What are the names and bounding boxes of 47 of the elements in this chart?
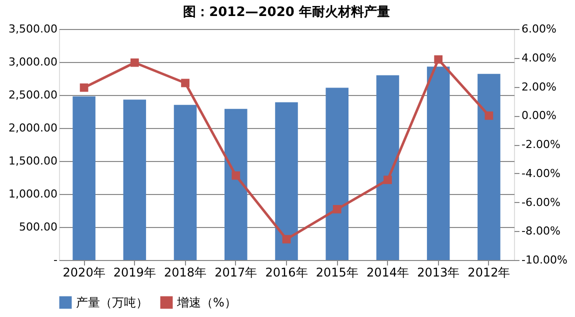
bar bbox=[224, 108, 248, 260]
y2-tick-label: -6.00% bbox=[522, 196, 560, 209]
x-tick-label: 2016年 bbox=[265, 266, 308, 280]
legend-label: 增速（%） bbox=[176, 296, 236, 310]
bar bbox=[174, 104, 197, 260]
x-tick-label: 2018年 bbox=[164, 266, 207, 280]
y2-tick-label: -4.00% bbox=[522, 166, 560, 180]
y2-tick-label: 2.00% bbox=[522, 80, 556, 94]
point bbox=[484, 111, 494, 120]
y-tick-label: 2,000.00 bbox=[8, 122, 58, 134]
point bbox=[80, 83, 88, 92]
point bbox=[384, 176, 392, 184]
bar bbox=[376, 75, 400, 260]
x-tick-label: 2015年 bbox=[316, 266, 358, 280]
point bbox=[181, 78, 190, 88]
y2-tick-label: 0.00% bbox=[522, 109, 556, 122]
y2-tick-label: 6.00% bbox=[522, 22, 556, 36]
bar bbox=[478, 74, 500, 260]
x-tick-label: 2012年 bbox=[468, 266, 510, 280]
x-tick-label: 2017年 bbox=[214, 266, 258, 280]
y2-tick-label: -10.00% bbox=[522, 254, 568, 266]
legend-label: 产量（万吨） bbox=[76, 296, 148, 310]
bar bbox=[426, 66, 450, 260]
bar bbox=[275, 102, 298, 260]
y-tick-label: 3,000.00 bbox=[8, 56, 58, 68]
y-tick-label: 2,500.00 bbox=[8, 88, 58, 102]
point bbox=[282, 235, 291, 244]
bar bbox=[326, 88, 348, 260]
point bbox=[434, 55, 443, 64]
point bbox=[130, 58, 139, 67]
bar bbox=[72, 96, 96, 260]
x-tick-label: 2013年 bbox=[417, 266, 460, 280]
point bbox=[332, 204, 342, 214]
y2-tick-label: -2.00% bbox=[522, 138, 560, 151]
y-tick-label: - bbox=[54, 254, 58, 266]
y2-tick-label: -8.00% bbox=[522, 224, 560, 238]
y-tick-label: 500.00 bbox=[19, 220, 58, 234]
chart-title: 图：2012—2020 年耐火材料产量 bbox=[183, 4, 390, 20]
x-tick-label: 2019年 bbox=[113, 266, 156, 280]
y2-tick-label: 4.00% bbox=[522, 51, 556, 64]
y-tick-label: 1,000.00 bbox=[8, 188, 58, 200]
point bbox=[232, 171, 240, 180]
y-tick-label: 3,500.00 bbox=[8, 22, 58, 36]
y-tick-label: 1,500.00 bbox=[8, 154, 58, 168]
bar bbox=[123, 100, 146, 260]
x-tick-label: 2020年 bbox=[62, 266, 106, 280]
x-tick-label: 2014年 bbox=[366, 266, 409, 280]
